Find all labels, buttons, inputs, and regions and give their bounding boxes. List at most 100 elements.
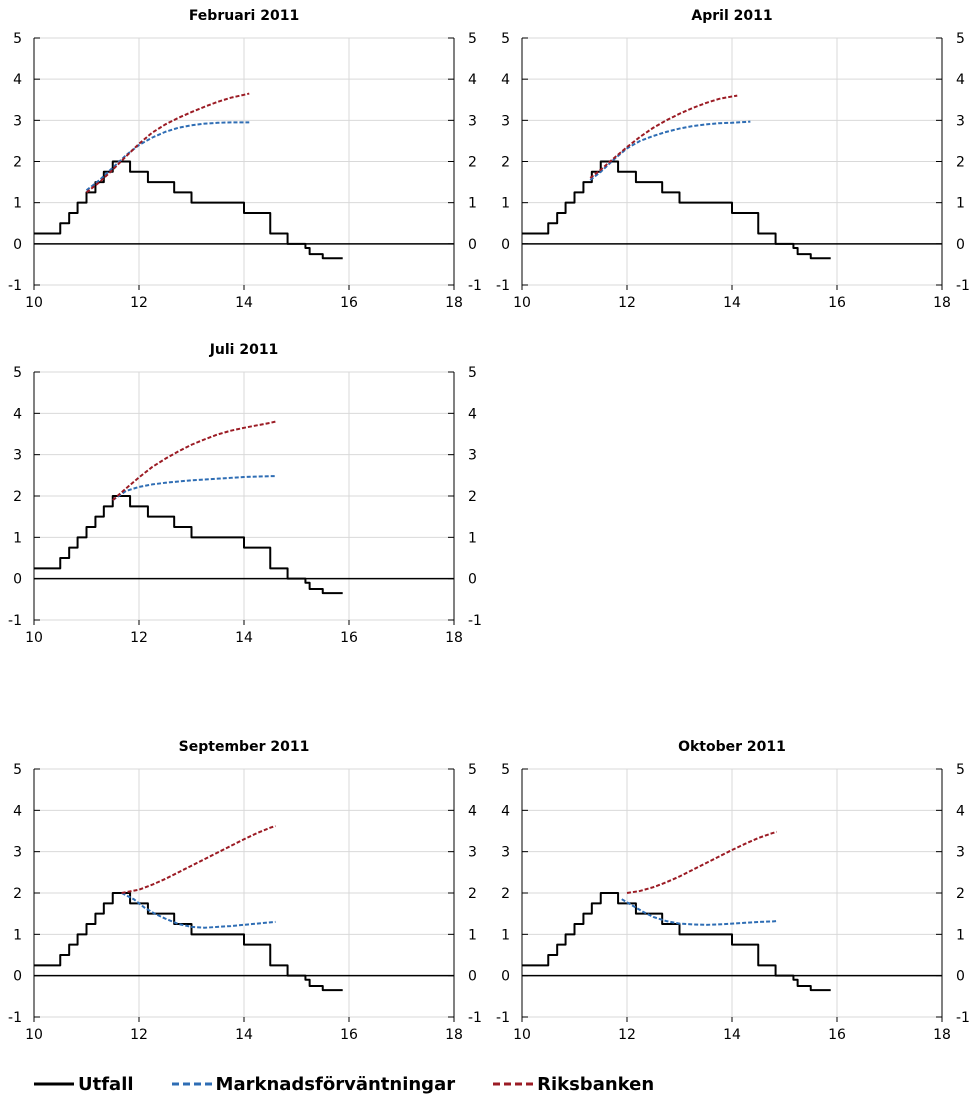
x-tick-label: 14 — [235, 1027, 253, 1043]
y-tick-label-left: 0 — [13, 237, 22, 253]
y-tick-label-right: 4 — [468, 406, 477, 422]
y-tick-label-left: 0 — [13, 572, 22, 588]
y-tick-label-right: 0 — [468, 237, 477, 253]
y-tick-label-left: 5 — [13, 762, 22, 778]
legend-swatch-utfall — [34, 1082, 74, 1086]
y-tick-label-right: 1 — [468, 927, 477, 943]
y-tick-label-right: 4 — [956, 72, 965, 88]
x-tick-label: 16 — [340, 630, 358, 646]
y-tick-label-right: 3 — [468, 113, 477, 129]
y-tick-label-right: 1 — [468, 530, 477, 546]
y-tick-label-right: 5 — [468, 762, 477, 778]
x-tick-label: 12 — [130, 630, 148, 646]
series-line-riksbanken — [112, 420, 276, 501]
y-tick-label-right: 2 — [468, 886, 477, 902]
x-tick-label: 18 — [445, 295, 463, 311]
legend-swatch-riksbanken — [493, 1082, 534, 1086]
y-tick-label-right: 5 — [468, 31, 477, 47]
y-tick-label-right: 1 — [956, 927, 965, 943]
y-tick-label-right: -1 — [956, 278, 970, 294]
y-tick-label-right: 3 — [956, 845, 965, 861]
y-tick-label-right: 4 — [468, 72, 477, 88]
x-tick-label: 14 — [723, 295, 741, 311]
y-tick-label-right: 4 — [956, 803, 965, 819]
x-tick-label: 14 — [235, 295, 253, 311]
y-tick-label-left: -1 — [496, 1010, 510, 1026]
y-tick-label-left: -1 — [496, 278, 510, 294]
chart-title: Februari 2011 — [189, 8, 299, 24]
y-tick-label-left: 0 — [501, 969, 510, 985]
chart-panel-september-2011: September 2011-1 -10 01 12 23 34 45 510 12 14 16 18 — [8, 739, 482, 1043]
x-tick-label: 18 — [933, 1027, 951, 1043]
y-tick-label-right: 3 — [956, 113, 965, 129]
legend-swatch-marknadsforvantningar — [171, 1082, 212, 1086]
series-line-utfall — [522, 892, 831, 992]
chart-title: Juli 2011 — [209, 342, 279, 358]
y-tick-label-left: -1 — [8, 1010, 22, 1026]
legend-label-riksbanken: Riksbanken — [537, 1073, 655, 1095]
y-tick-label-left: 4 — [501, 72, 510, 88]
y-tick-label-left: 2 — [501, 886, 510, 902]
x-tick-label: 12 — [130, 295, 148, 311]
y-tick-label-left: 4 — [501, 803, 510, 819]
y-tick-label-left: 1 — [501, 927, 510, 943]
series-line-riksbanken — [589, 94, 738, 179]
y-tick-label-right: 1 — [468, 196, 477, 212]
y-tick-label-left: 1 — [13, 530, 22, 546]
y-tick-label-left: 2 — [501, 155, 510, 171]
y-tick-label-right: 2 — [468, 489, 477, 505]
y-tick-label-left: 2 — [13, 886, 22, 902]
y-tick-label-left: 2 — [13, 489, 22, 505]
legend-item-riksbanken: Riksbanken — [493, 1074, 654, 1095]
y-tick-label-left: 3 — [13, 113, 22, 129]
x-tick-label: 10 — [513, 295, 531, 311]
series-line-utfall — [34, 160, 343, 260]
y-tick-label-right: 2 — [468, 155, 477, 171]
x-tick-label: 16 — [828, 295, 846, 311]
series-line-riksbanken — [626, 830, 777, 894]
series-line-utfall — [522, 160, 831, 260]
y-tick-label-left: 1 — [13, 196, 22, 212]
y-tick-label-right: 4 — [468, 803, 477, 819]
y-tick-label-left: 0 — [13, 969, 22, 985]
series-line-marknadsforvantningar — [112, 475, 276, 501]
y-tick-label-left: 4 — [13, 406, 22, 422]
y-tick-label-left: 4 — [13, 72, 22, 88]
y-tick-label-left: 5 — [501, 31, 510, 47]
y-tick-label-left: 5 — [501, 762, 510, 778]
y-tick-label-left: 3 — [13, 845, 22, 861]
y-tick-label-right: 2 — [956, 155, 965, 171]
x-tick-label: 16 — [340, 1027, 358, 1043]
x-tick-label: 16 — [340, 295, 358, 311]
chart-panel-juli-2011: Juli 2011-1 -10 01 12 23 34 45 510 12 14 16 18 — [8, 342, 482, 646]
y-tick-label-right: -1 — [468, 1010, 482, 1026]
series-line-riksbanken — [85, 92, 250, 194]
y-tick-label-right: 2 — [956, 886, 965, 902]
series-line-marknadsforvantningar — [589, 120, 751, 181]
series-line-marknadsforvantningar — [85, 121, 250, 192]
series-line-riksbanken — [121, 825, 276, 894]
series-line-marknadsforvantningar — [121, 892, 276, 929]
chart-panel-april-2011: April 2011-1 -10 01 12 23 34 45 510 12 14 16 18 — [496, 8, 970, 311]
y-tick-label-left: 1 — [13, 927, 22, 943]
x-tick-label: 18 — [445, 630, 463, 646]
x-tick-label: 10 — [25, 630, 43, 646]
x-tick-label: 18 — [445, 1027, 463, 1043]
y-tick-label-left: -1 — [8, 613, 22, 629]
chart-legend: Utfall Marknadsförväntningar Riksbanken — [34, 1070, 692, 1098]
x-tick-label: 16 — [828, 1027, 846, 1043]
y-tick-label-left: 3 — [13, 448, 22, 464]
x-tick-label: 14 — [723, 1027, 741, 1043]
series-line-utfall — [34, 495, 343, 595]
x-tick-label: 10 — [25, 295, 43, 311]
y-tick-label-right: 0 — [956, 969, 965, 985]
y-tick-label-left: 2 — [13, 155, 22, 171]
y-tick-label-left: 3 — [501, 845, 510, 861]
chart-title: April 2011 — [691, 8, 772, 24]
legend-item-marknadsforvantningar: Marknadsförväntningar — [171, 1074, 455, 1095]
y-tick-label-left: 0 — [501, 237, 510, 253]
x-tick-label: 12 — [130, 1027, 148, 1043]
y-tick-label-right: 5 — [956, 762, 965, 778]
x-tick-label: 18 — [933, 295, 951, 311]
